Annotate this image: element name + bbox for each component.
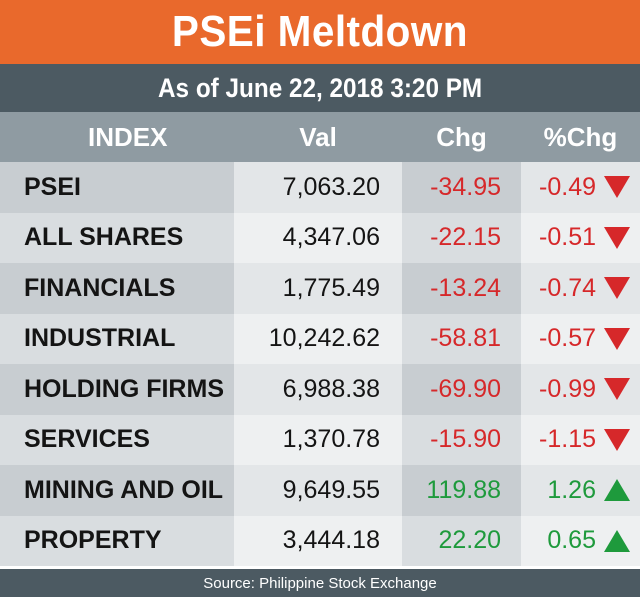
- table-row: MINING AND OIL 9,649.55 119.88 1.26: [0, 465, 640, 516]
- title-banner: PSEi Meltdown: [0, 0, 640, 64]
- index-value: 6,988.38: [234, 364, 402, 415]
- date-banner: As of June 22, 2018 3:20 PM: [0, 64, 640, 112]
- index-change: -15.90: [402, 414, 521, 465]
- index-pct-change: -0.74: [521, 263, 640, 314]
- table-row: ALL SHARES 4,347.06 -22.15 -0.51: [0, 212, 640, 263]
- down-triangle-icon: [604, 226, 630, 249]
- index-change: -13.24: [402, 263, 521, 314]
- table-row: PSEI 7,063.20 -34.95 -0.49: [0, 162, 640, 213]
- index-name: HOLDING FIRMS: [0, 364, 234, 415]
- index-pct-change: -1.15: [521, 414, 640, 465]
- index-value: 9,649.55: [234, 465, 402, 516]
- header-index: INDEX: [0, 112, 234, 162]
- up-triangle-icon: [604, 479, 630, 502]
- index-name: FINANCIALS: [0, 263, 234, 314]
- down-triangle-icon: [604, 277, 630, 300]
- table-row: FINANCIALS 1,775.49 -13.24 -0.74: [0, 263, 640, 314]
- index-value: 3,444.18: [234, 515, 402, 566]
- down-triangle-icon: [604, 428, 630, 451]
- index-name: ALL SHARES: [0, 212, 234, 263]
- down-triangle-icon: [604, 176, 630, 199]
- index-value: 4,347.06: [234, 212, 402, 263]
- pct-change-value: -0.99: [539, 374, 596, 403]
- index-table: INDEX Val Chg %Chg PSEI 7,063.20 -34.95 -0.…: [0, 112, 640, 566]
- down-triangle-icon: [604, 327, 630, 350]
- pct-change-value: -0.51: [539, 223, 596, 252]
- table-row: HOLDING FIRMS 6,988.38 -69.90 -0.99: [0, 364, 640, 415]
- source-credit: Source: Philippine Stock Exchange: [203, 574, 437, 592]
- index-change: 22.20: [402, 515, 521, 566]
- index-pct-change: -0.99: [521, 364, 640, 415]
- pct-change-value: 1.26: [547, 475, 596, 504]
- table-body: PSEI 7,063.20 -34.95 -0.49 ALL SHARES 4,347.0…: [0, 162, 640, 566]
- table-row: SERVICES 1,370.78 -15.90 -1.15: [0, 414, 640, 465]
- pct-change-value: -0.74: [539, 273, 596, 302]
- as-of-date: As of June 22, 2018 3:20 PM: [157, 72, 483, 103]
- table-row: PROPERTY 3,444.18 22.20 0.65: [0, 515, 640, 566]
- index-value: 1,775.49: [234, 263, 402, 314]
- page-title: PSEi Meltdown: [171, 7, 469, 56]
- index-value: 7,063.20: [234, 162, 402, 213]
- pct-change-value: -0.57: [539, 324, 596, 353]
- pct-change-value: -0.49: [539, 172, 596, 201]
- index-name: INDUSTRIAL: [0, 313, 234, 364]
- index-pct-change: -0.51: [521, 212, 640, 263]
- index-pct-change: 0.65: [521, 515, 640, 566]
- index-name: MINING AND OIL: [0, 465, 234, 516]
- source-footer: Source: Philippine Stock Exchange: [0, 569, 640, 597]
- index-name: PSEI: [0, 162, 234, 213]
- down-triangle-icon: [604, 378, 630, 401]
- table-header-row: INDEX Val Chg %Chg: [0, 112, 640, 162]
- header-pct-chg: %Chg: [521, 112, 640, 162]
- index-pct-change: -0.57: [521, 313, 640, 364]
- index-pct-change: -0.49: [521, 162, 640, 213]
- up-triangle-icon: [604, 529, 630, 552]
- header-chg: Chg: [402, 112, 521, 162]
- pct-change-value: 0.65: [547, 526, 596, 555]
- table-row: INDUSTRIAL 10,242.62 -58.81 -0.57: [0, 313, 640, 364]
- index-change: -34.95: [402, 162, 521, 213]
- index-name: SERVICES: [0, 414, 234, 465]
- index-pct-change: 1.26: [521, 465, 640, 516]
- index-value: 10,242.62: [234, 313, 402, 364]
- index-change: -58.81: [402, 313, 521, 364]
- index-change: -22.15: [402, 212, 521, 263]
- index-value: 1,370.78: [234, 414, 402, 465]
- index-change: -69.90: [402, 364, 521, 415]
- index-change: 119.88: [402, 465, 521, 516]
- index-name: PROPERTY: [0, 515, 234, 566]
- header-val: Val: [234, 112, 402, 162]
- pct-change-value: -1.15: [539, 425, 596, 454]
